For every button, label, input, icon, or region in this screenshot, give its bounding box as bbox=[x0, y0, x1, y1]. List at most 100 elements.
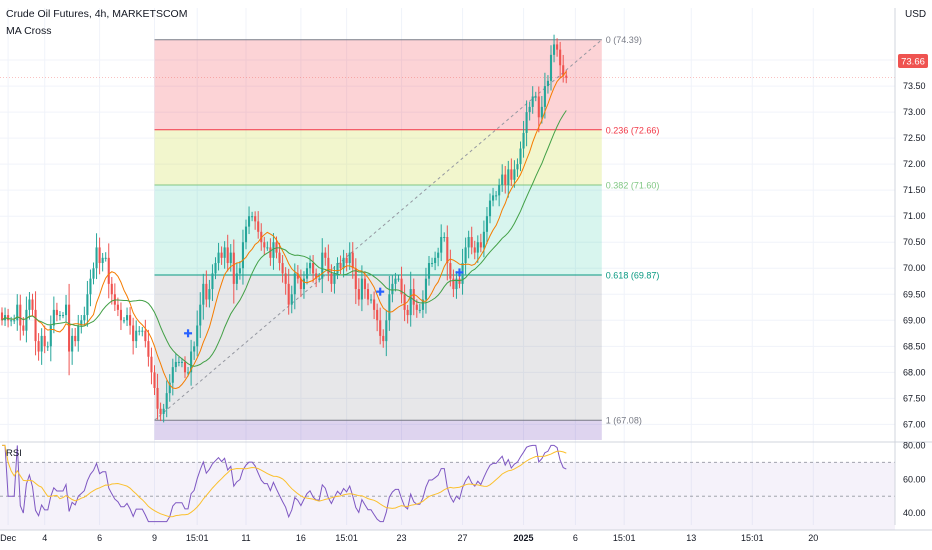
candle-body bbox=[412, 289, 415, 305]
candle bbox=[354, 258, 357, 305]
x-tick-label: 15:01 bbox=[741, 533, 764, 543]
candle bbox=[321, 238, 324, 294]
candle bbox=[504, 165, 507, 194]
candle bbox=[342, 249, 345, 278]
candle bbox=[534, 91, 537, 102]
y-tick-label: 72.50 bbox=[903, 133, 926, 143]
candle bbox=[174, 353, 177, 372]
candle-body bbox=[382, 335, 385, 342]
candle-body bbox=[284, 273, 287, 284]
candle bbox=[370, 294, 373, 304]
candle bbox=[110, 276, 113, 305]
candle bbox=[138, 326, 141, 336]
candle bbox=[244, 219, 248, 250]
candle bbox=[458, 274, 461, 289]
candle bbox=[25, 296, 28, 343]
candle-body bbox=[397, 278, 400, 280]
candle-body bbox=[418, 309, 421, 311]
candle-body bbox=[86, 294, 89, 316]
candle bbox=[177, 356, 180, 367]
fib-zone bbox=[154, 184, 602, 276]
fibonacci-retracement[interactable]: 0 (74.39) 0.236 (72.66) 0.382 (71.60) 0.618… bbox=[154, 35, 660, 440]
candle bbox=[153, 365, 156, 395]
candle bbox=[162, 403, 165, 423]
candle bbox=[141, 326, 144, 337]
candle-body bbox=[211, 273, 214, 290]
candle bbox=[565, 70, 568, 84]
candle bbox=[400, 266, 403, 304]
candle bbox=[309, 255, 312, 274]
candle-body bbox=[296, 273, 299, 279]
candle bbox=[232, 239, 235, 304]
chart-title: Crude Oil Futures, 4h, MARKETSCOM bbox=[6, 8, 187, 20]
candle-body bbox=[34, 309, 37, 342]
candle-body bbox=[293, 273, 296, 295]
candle-body bbox=[0, 312, 4, 321]
candle bbox=[165, 380, 168, 418]
candle bbox=[299, 269, 302, 298]
ma-fast-line bbox=[1, 71, 567, 390]
candle-body bbox=[55, 309, 58, 316]
candle-body bbox=[92, 268, 95, 279]
candle bbox=[205, 270, 208, 308]
candle-body bbox=[251, 216, 254, 218]
candle bbox=[406, 305, 409, 324]
ma-cross-marker bbox=[184, 329, 193, 338]
candle bbox=[391, 274, 394, 303]
candle-body bbox=[65, 304, 68, 316]
candle bbox=[327, 244, 330, 282]
candle-body bbox=[431, 263, 434, 265]
candle bbox=[546, 75, 549, 94]
candle-body bbox=[135, 330, 138, 342]
candle bbox=[16, 294, 19, 331]
candle-body bbox=[156, 387, 159, 409]
fib-zone bbox=[154, 39, 602, 130]
candle bbox=[434, 251, 437, 271]
x-tick-label: 20 bbox=[808, 533, 818, 543]
candle-body bbox=[312, 263, 315, 274]
candle-body bbox=[336, 263, 339, 274]
candle bbox=[43, 325, 46, 354]
ma-cross-marker bbox=[376, 287, 385, 296]
candle-body bbox=[458, 278, 461, 284]
candle-body bbox=[345, 257, 348, 264]
candle-body bbox=[278, 252, 281, 264]
candle bbox=[22, 317, 25, 336]
candle-body bbox=[528, 106, 531, 113]
y-tick-label: 68.50 bbox=[903, 341, 926, 351]
candle-body bbox=[272, 242, 275, 258]
candle bbox=[553, 34, 556, 63]
candle-body bbox=[370, 299, 373, 301]
candle-body bbox=[208, 289, 211, 300]
rsi-tick-label: 80.00 bbox=[903, 440, 926, 450]
candle-body bbox=[498, 184, 501, 196]
rsi-ma-line bbox=[2, 444, 567, 518]
candle-body bbox=[248, 216, 251, 227]
y-tick-label: 69.00 bbox=[903, 315, 926, 325]
rsi-tick-label: 60.00 bbox=[903, 474, 926, 484]
candle-body bbox=[309, 263, 312, 269]
candle-body bbox=[183, 361, 187, 373]
candle bbox=[171, 358, 174, 396]
candle bbox=[150, 347, 153, 385]
candle bbox=[65, 294, 68, 323]
candle bbox=[77, 314, 80, 352]
candle bbox=[49, 315, 52, 362]
candle-body bbox=[37, 341, 40, 352]
candle bbox=[202, 273, 205, 320]
candle bbox=[437, 247, 440, 267]
candle-body bbox=[305, 268, 309, 279]
candle bbox=[28, 292, 31, 320]
x-tick-label: 11 bbox=[241, 533, 250, 543]
candle-body bbox=[226, 247, 229, 264]
candle bbox=[241, 229, 244, 285]
candle bbox=[190, 339, 193, 386]
candle bbox=[254, 211, 257, 230]
candle-body bbox=[138, 330, 141, 332]
candle-body bbox=[95, 247, 98, 269]
candle-body bbox=[153, 372, 156, 388]
candle-body bbox=[553, 44, 556, 55]
candle-body bbox=[144, 330, 147, 342]
